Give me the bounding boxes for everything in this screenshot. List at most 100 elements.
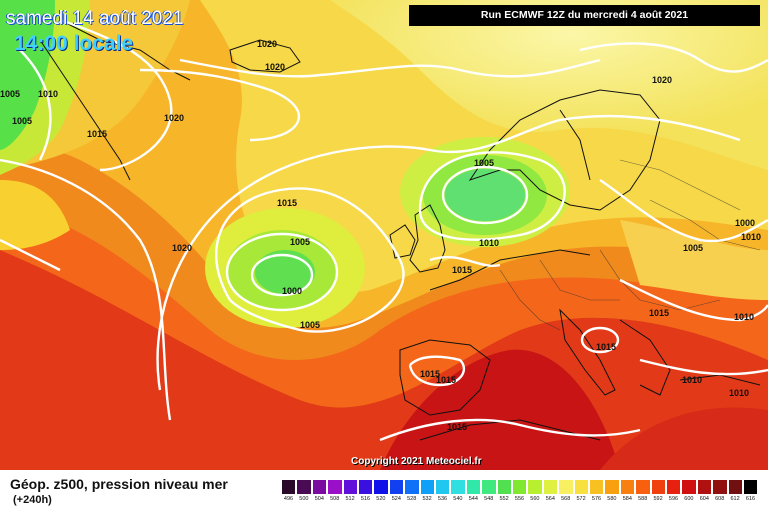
isobar-label: 1020 [265, 62, 285, 72]
color-scale-tick-label: 612 [730, 496, 740, 502]
color-scale-swatch [744, 480, 759, 494]
color-scale-tick-label: 588 [638, 496, 648, 502]
isobar-label: 1005 [683, 243, 703, 253]
isobar-label: 1005 [300, 320, 320, 330]
country-borders [499, 159, 761, 331]
color-scale-swatch [297, 480, 312, 494]
color-scale-swatch [667, 480, 682, 494]
color-scale-swatch [513, 480, 528, 494]
color-scale-swatch [436, 480, 451, 494]
color-scale-tick-label: 520 [376, 496, 386, 502]
isobar-label: 1020 [257, 39, 277, 49]
color-scale-swatch [636, 480, 651, 494]
legend-title: Géop. z500, pression niveau mer [10, 476, 228, 492]
coastlines [39, 19, 761, 441]
isobar-label: 1010 [38, 89, 58, 99]
color-scale-tick-label: 500 [299, 496, 309, 502]
isobar-label: 1020 [652, 75, 672, 85]
color-scale-tick-label: 532 [422, 496, 432, 502]
color-scale-swatch [620, 480, 636, 494]
color-scale-tick-label: 560 [530, 496, 540, 502]
forecast-time: 14:00 locale [14, 32, 134, 55]
field-orange [0, 200, 768, 408]
color-scale-swatch [466, 480, 482, 494]
isobar-label: 1015 [447, 422, 467, 432]
isobar-label: 1005 [12, 116, 32, 126]
color-scale-swatch [574, 480, 589, 494]
color-scale-tick-label: 596 [668, 496, 679, 502]
color-scale-tick-label: 516 [360, 496, 371, 502]
color-scale-swatch [605, 480, 620, 494]
color-scale-tick-label: 576 [591, 496, 602, 502]
isobar-label: 1010 [479, 238, 499, 248]
field-darkred [380, 349, 620, 470]
color-scale-tick-label: 556 [514, 496, 525, 502]
color-scale-swatch [497, 480, 512, 494]
color-scale-swatch [590, 480, 605, 494]
color-scale-tick-label: 600 [684, 496, 694, 502]
color-scale-tick-label: 524 [391, 496, 401, 502]
color-scale-swatch [328, 480, 343, 494]
color-scale-tick-label: 616 [745, 496, 756, 502]
color-scale-swatch [543, 480, 559, 494]
color-scale-tick-label: 504 [314, 496, 324, 502]
color-scale-swatch [282, 480, 297, 494]
color-scale-tick-label: 548 [484, 496, 494, 502]
color-scale-swatch [728, 480, 743, 494]
color-scale-tick-label: 568 [561, 496, 571, 502]
color-scale-swatch [559, 480, 574, 494]
color-scale-swatch [359, 480, 374, 494]
field-green-nw [0, 0, 55, 150]
color-scale-tick-label: 536 [437, 496, 448, 502]
color-scale-swatch [528, 480, 543, 494]
field-low-west-core [255, 250, 315, 294]
color-scale-swatch [312, 480, 328, 494]
color-scale-tick-label: 564 [545, 496, 555, 502]
field-low-ns-core [445, 169, 525, 221]
legend-footer: Géop. z500, pression niveau mer (+240h) … [0, 470, 768, 512]
field-sw-yellow [0, 180, 70, 250]
isobar-label: 1010 [741, 232, 761, 242]
copyright-text: Copyright 2021 Meteociel.fr [351, 456, 482, 467]
isobar-label: 1015 [420, 369, 440, 379]
isobar-label: 1015 [452, 265, 472, 275]
color-scale-tick-label: 544 [468, 496, 478, 502]
color-scale-tick-label: 592 [653, 496, 663, 502]
color-scale-tick-label: 552 [499, 496, 509, 502]
isobar-1010-ns [418, 151, 566, 241]
color-scale-tick-label: 540 [453, 496, 463, 502]
color-scale-swatch [697, 480, 713, 494]
color-scale-tick-label: 604 [699, 496, 709, 502]
color-scale-swatch [405, 480, 420, 494]
isobar-label: 1015 [87, 129, 107, 139]
forecast-date: samedi 14 août 2021 [6, 8, 184, 29]
color-scale-swatch [389, 480, 405, 494]
isobar-label: 1005 [0, 89, 20, 99]
legend-subtitle: (+240h) [13, 494, 52, 506]
isobar-1005-west [225, 232, 339, 312]
isobar-label: 1010 [729, 388, 749, 398]
color-scale-tick-label: 608 [715, 496, 725, 502]
color-scale-swatch [420, 480, 435, 494]
color-scale-tick-label: 580 [607, 496, 617, 502]
isobar-label: 1015 [649, 308, 669, 318]
color-scale-tick-label: 496 [283, 496, 294, 502]
isobars [0, 18, 768, 442]
isobar-label: 1015 [596, 342, 616, 352]
color-scale-swatch [651, 480, 666, 494]
isobar-labels: 1020 1020 1020 1020 1020 1015 1015 1015 … [0, 39, 761, 432]
run-banner: Run ECMWF 12Z du mercredi 4 août 2021 [409, 5, 760, 26]
color-scale-tick-label: 528 [407, 496, 417, 502]
geopotential-map: 1020 1020 1020 1020 1020 1015 1015 1015 … [0, 0, 768, 470]
color-scale-swatch [682, 480, 697, 494]
field-red-east [600, 407, 768, 470]
color-scale-swatch [374, 480, 389, 494]
isobar-label: 1020 [164, 113, 184, 123]
isobar-label: 1010 [734, 312, 754, 322]
isobar-1010-west [215, 187, 405, 333]
color-scale-swatch [482, 480, 497, 494]
color-scale-tick-label: 584 [622, 496, 632, 502]
isobar-label: 1020 [172, 243, 192, 253]
color-scale-tick-label: 572 [576, 496, 586, 502]
